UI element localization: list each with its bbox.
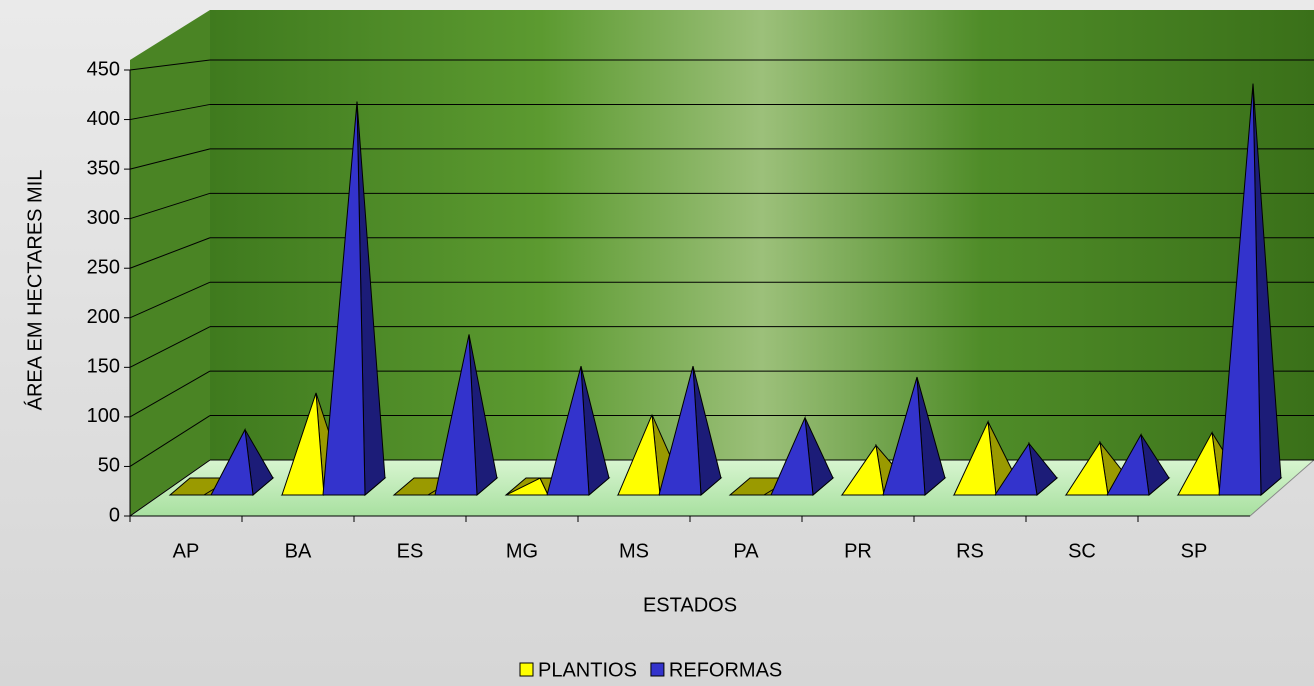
x-tick-label: BA	[285, 540, 312, 562]
grid-line	[129, 237, 211, 269]
grid-line	[129, 148, 211, 170]
y-tick-label: 50	[98, 455, 120, 477]
x-axis-title: ESTADOS	[643, 594, 737, 616]
grid-line	[129, 103, 211, 121]
marks	[168, 83, 1283, 497]
grid-line	[129, 192, 211, 220]
pyramid	[545, 366, 611, 497]
y-tick-label: 100	[87, 405, 120, 427]
back-wall	[210, 10, 1314, 460]
pyramid	[993, 441, 1059, 496]
y-tick-label: 200	[87, 306, 120, 328]
x-tick-label: RS	[956, 540, 984, 562]
y-tick-label: 0	[109, 504, 120, 526]
pyramid-front	[434, 334, 478, 496]
pyramid-front	[322, 101, 366, 496]
pyramid	[1217, 83, 1283, 497]
pyramid-front	[1106, 432, 1150, 496]
pyramid-front	[882, 376, 926, 496]
y-tick-label: 400	[87, 108, 120, 130]
side-wall	[130, 10, 210, 516]
x-tick-label: SC	[1068, 540, 1096, 562]
y-tick-label: 350	[87, 157, 120, 179]
legend-label: REFORMAS	[669, 659, 782, 681]
pyramid-front	[617, 414, 661, 496]
grid-line	[129, 370, 211, 418]
pyramid	[433, 334, 499, 497]
y-tick-label: 150	[87, 356, 120, 378]
x-tick-label: MS	[619, 540, 649, 562]
legend-label: PLANTIOS	[538, 659, 637, 681]
legend-swatch	[519, 662, 534, 677]
x-tick-label: AP	[173, 540, 200, 562]
pyramid-front	[994, 442, 1038, 496]
x-tick-label: PR	[844, 540, 872, 562]
pyramid-front	[1177, 430, 1221, 496]
pyramid-front	[281, 392, 325, 496]
pyramid-front	[505, 477, 549, 496]
pyramid-front	[770, 415, 814, 496]
grid-line	[129, 281, 211, 319]
pyramid	[881, 376, 947, 497]
pyramid	[209, 427, 275, 496]
grid: 0 50 100 150 200 250 300 350 400 450 AP BA ES MG MS PA P…	[87, 58, 1314, 562]
grid-line	[129, 415, 211, 467]
pyramid-front	[1218, 83, 1262, 496]
x-tick-label: MG	[506, 540, 538, 562]
pyramid	[769, 415, 835, 496]
grid-line	[129, 459, 211, 517]
grid-line	[129, 326, 211, 368]
legend: PLANTIOS REFORMAS	[519, 659, 782, 681]
pyramid	[1064, 440, 1130, 496]
pyramid	[1105, 432, 1171, 496]
legend-swatch	[650, 662, 665, 677]
grid-line	[129, 59, 211, 71]
y-tick-label: 450	[87, 58, 120, 80]
x-tick-label: SP	[1181, 540, 1208, 562]
pyramid-front	[1065, 441, 1109, 496]
pyramid-front	[546, 366, 590, 496]
pyramid-front	[658, 366, 702, 496]
x-tick-label: ES	[397, 540, 424, 562]
pyramid-front	[210, 427, 254, 496]
y-axis-title: ÁREA EM HECTARES MIL	[23, 170, 46, 411]
x-tick-label: PA	[733, 540, 759, 562]
y-tick-label: 300	[87, 207, 120, 229]
y-tick-label: 250	[87, 257, 120, 279]
pyramid	[657, 366, 723, 497]
pyramid	[321, 101, 387, 497]
pyramid-front	[953, 419, 997, 496]
pyramid-front	[841, 444, 885, 496]
